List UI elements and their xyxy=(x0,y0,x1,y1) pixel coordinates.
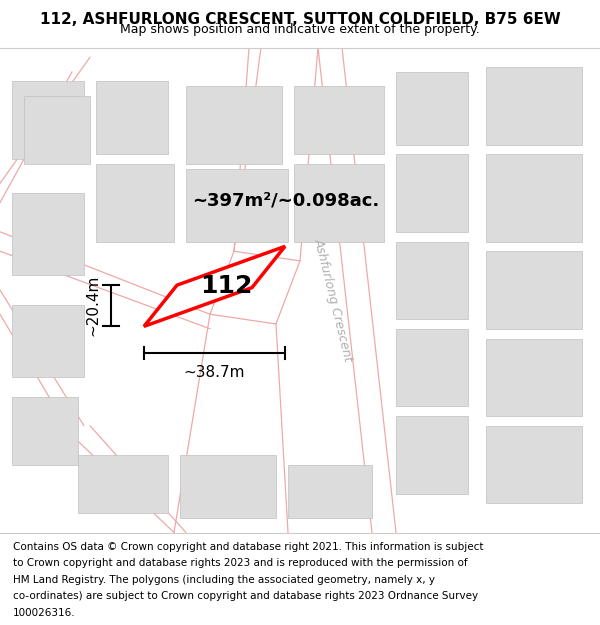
Polygon shape xyxy=(12,193,84,276)
Polygon shape xyxy=(396,416,468,494)
Polygon shape xyxy=(486,67,582,144)
Polygon shape xyxy=(294,86,384,154)
Polygon shape xyxy=(180,455,276,518)
Text: Contains OS data © Crown copyright and database right 2021. This information is : Contains OS data © Crown copyright and d… xyxy=(13,542,484,552)
Polygon shape xyxy=(396,154,468,232)
Text: Ashfurlong Crescent: Ashfurlong Crescent xyxy=(311,237,355,362)
Polygon shape xyxy=(486,426,582,503)
Polygon shape xyxy=(24,96,90,164)
Polygon shape xyxy=(288,464,372,518)
Polygon shape xyxy=(396,241,468,319)
Polygon shape xyxy=(186,169,288,241)
Text: co-ordinates) are subject to Crown copyright and database rights 2023 Ordnance S: co-ordinates) are subject to Crown copyr… xyxy=(13,591,478,601)
Text: 100026316.: 100026316. xyxy=(13,608,76,618)
Text: 112, ASHFURLONG CRESCENT, SUTTON COLDFIELD, B75 6EW: 112, ASHFURLONG CRESCENT, SUTTON COLDFIE… xyxy=(40,12,560,27)
Text: ~38.7m: ~38.7m xyxy=(184,365,245,380)
Polygon shape xyxy=(486,251,582,329)
Polygon shape xyxy=(486,154,582,241)
Polygon shape xyxy=(12,304,84,378)
Polygon shape xyxy=(294,164,384,241)
Polygon shape xyxy=(78,455,168,513)
Polygon shape xyxy=(486,339,582,416)
Polygon shape xyxy=(186,86,282,164)
Polygon shape xyxy=(12,397,78,464)
Polygon shape xyxy=(96,81,168,154)
Text: 112: 112 xyxy=(200,274,253,298)
Polygon shape xyxy=(396,72,468,144)
Polygon shape xyxy=(12,81,84,159)
Text: to Crown copyright and database rights 2023 and is reproduced with the permissio: to Crown copyright and database rights 2… xyxy=(13,558,468,568)
Text: HM Land Registry. The polygons (including the associated geometry, namely x, y: HM Land Registry. The polygons (includin… xyxy=(13,574,435,584)
Text: ~397m²/~0.098ac.: ~397m²/~0.098ac. xyxy=(192,191,379,209)
Text: Map shows position and indicative extent of the property.: Map shows position and indicative extent… xyxy=(120,22,480,36)
Polygon shape xyxy=(96,164,174,241)
Polygon shape xyxy=(144,246,285,326)
Text: ~20.4m: ~20.4m xyxy=(85,275,100,336)
Polygon shape xyxy=(396,329,468,406)
